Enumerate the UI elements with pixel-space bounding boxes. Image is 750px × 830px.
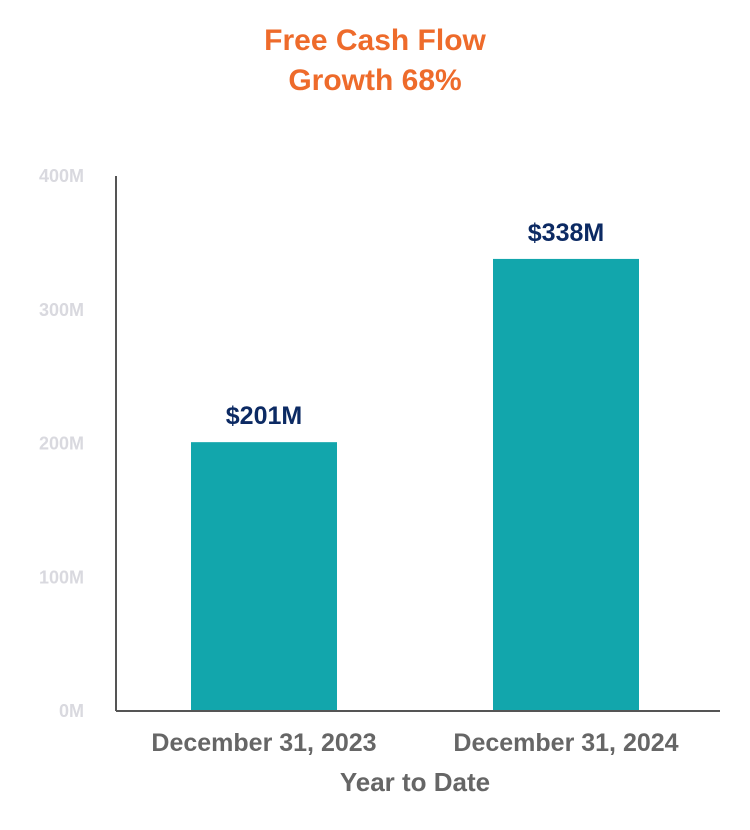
x-axis-title: Year to Date — [340, 767, 490, 797]
data-label: $201M — [226, 402, 302, 430]
chart-title: Free Cash Flow — [264, 24, 486, 57]
y-tick-label: 200M — [39, 434, 84, 454]
y-tick-label: 0M — [59, 701, 84, 721]
bar-1 — [191, 442, 337, 711]
bar-2 — [493, 258, 639, 711]
y-tick-label: 100M — [39, 567, 84, 587]
x-category-label: December 31, 2024 — [453, 729, 678, 757]
data-label: $338M — [528, 219, 604, 247]
chart-subtitle: Growth 68% — [288, 64, 462, 97]
y-tick-label: 300M — [39, 300, 84, 320]
x-category-label: December 31, 2023 — [151, 729, 376, 757]
y-tick-label: 400M — [39, 166, 84, 186]
